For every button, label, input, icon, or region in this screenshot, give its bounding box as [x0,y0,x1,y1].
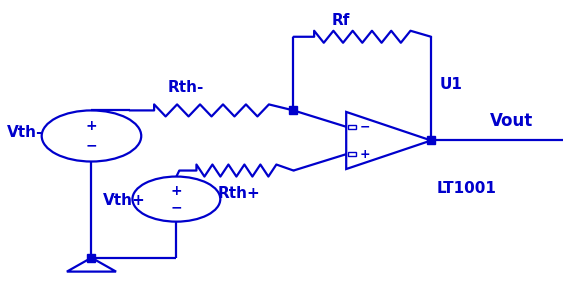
Text: Vth+: Vth+ [103,193,146,208]
Text: Rth+: Rth+ [217,186,260,201]
Bar [348,125,356,129]
Text: +: + [86,119,97,133]
Text: +: + [171,184,182,198]
Text: −: − [171,201,182,215]
Text: Rf: Rf [332,13,350,28]
Text: LT1001: LT1001 [437,181,497,196]
Text: −: − [359,120,370,133]
Text: Rth-: Rth- [168,80,204,95]
Text: −: − [86,139,97,153]
Text: Vth-: Vth- [6,125,43,140]
Bar [348,152,356,156]
Text: Vout: Vout [490,112,533,130]
Text: U1: U1 [440,77,463,92]
Text: +: + [359,148,370,161]
